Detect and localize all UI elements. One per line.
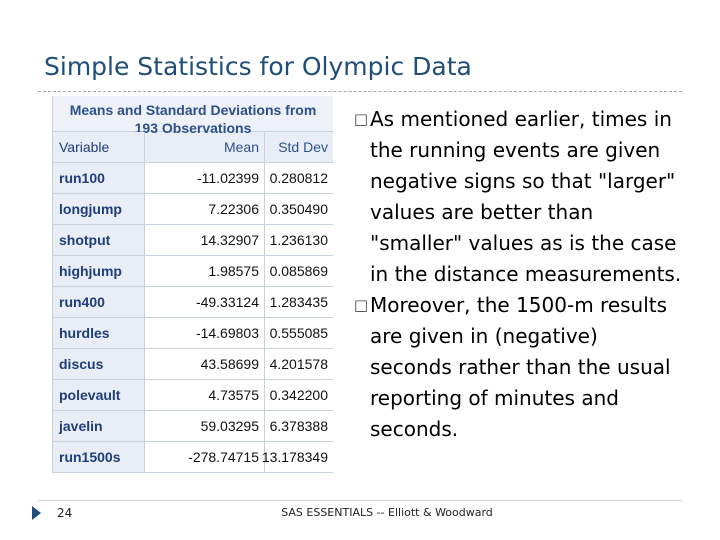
std-dev-cell: 6.378388	[269, 418, 328, 434]
table-row: run400 -49.33124 1.283435	[53, 286, 333, 317]
table-row: longjump 7.22306 0.350490	[53, 193, 333, 224]
mean-cell: -14.69803	[145, 318, 265, 348]
mean-cell: -278.74715	[145, 442, 265, 472]
std-dev-cell: 13.178349	[261, 449, 328, 465]
table-row: discus 43.58699 4.201578	[53, 348, 333, 379]
variable-cell: highjump	[53, 256, 145, 286]
table-row: javelin 59.03295 6.378388	[53, 410, 333, 441]
mean-cell: -11.02399	[145, 163, 265, 193]
table-row: shotput 14.32907 1.236130	[53, 224, 333, 255]
bullet-item: □ As mentioned earlier, times in the run…	[352, 104, 682, 290]
table-row: hurdles -14.69803 0.555085	[53, 317, 333, 348]
mean-cell: -49.33124	[145, 287, 265, 317]
bullet-text: As mentioned earlier, times in the runni…	[370, 107, 682, 286]
table-caption: Means and Standard Deviations from 193 O…	[53, 96, 333, 136]
mean-cell: 59.03295	[145, 411, 265, 441]
square-bullet-icon: □	[353, 110, 369, 128]
page-number: 24	[57, 506, 73, 520]
footer-divider	[38, 500, 682, 501]
title-divider	[38, 91, 682, 92]
variable-cell: javelin	[53, 411, 145, 441]
std-dev-cell: 0.555085	[269, 325, 328, 341]
table-caption-line-2: 193 Observations	[134, 120, 252, 136]
std-dev-cell: 1.236130	[269, 232, 328, 248]
variable-cell: longjump	[53, 194, 145, 224]
variable-cell: discus	[53, 349, 145, 379]
table-header-row: Variable Mean Std Dev	[53, 131, 333, 162]
variable-cell: polevault	[53, 380, 145, 410]
std-dev-cell: 0.280812	[269, 170, 328, 186]
bullet-list: □ As mentioned earlier, times in the run…	[352, 104, 682, 445]
statistics-table: Means and Standard Deviations from 193 O…	[52, 96, 333, 473]
mean-cell: 7.22306	[145, 194, 265, 224]
header-variable: Variable	[53, 132, 145, 162]
mean-cell: 43.58699	[145, 349, 265, 379]
std-dev-cell: 0.350490	[269, 201, 328, 217]
std-dev-cell: 1.283435	[269, 294, 328, 310]
variable-cell: shotput	[53, 225, 145, 255]
slide-title: Simple Statistics for Olympic Data	[44, 52, 472, 81]
std-dev-cell: 4.201578	[269, 356, 328, 372]
std-dev-cell: 0.342200	[269, 387, 328, 403]
table-row: polevault 4.73575 0.342200	[53, 379, 333, 410]
std-dev-cell: 0.085869	[269, 263, 328, 279]
square-bullet-icon: □	[353, 296, 369, 314]
bullet-text: Moreover, the 1500-m results are given i…	[370, 293, 671, 441]
variable-cell: hurdles	[53, 318, 145, 348]
variable-cell: run400	[53, 287, 145, 317]
footer-text: SAS ESSENTIALS -- Elliott & Woodward	[281, 506, 493, 519]
mean-cell: 1.98575	[145, 256, 265, 286]
table-row: run1500s -278.74715 13.178349	[53, 441, 333, 472]
variable-cell: run100	[53, 163, 145, 193]
bullet-item: □ Moreover, the 1500-m results are given…	[352, 290, 682, 445]
mean-cell: 4.73575	[145, 380, 265, 410]
mean-cell: 14.32907	[145, 225, 265, 255]
header-mean: Mean	[145, 132, 265, 162]
variable-cell: run1500s	[53, 442, 145, 472]
table-row: run100 -11.02399 0.280812	[53, 162, 333, 193]
table-row: highjump 1.98575 0.085869	[53, 255, 333, 286]
table-caption-line-1: Means and Standard Deviations from	[69, 102, 317, 118]
triangle-marker-icon	[32, 506, 41, 520]
header-std-dev: Std Dev	[278, 139, 328, 155]
